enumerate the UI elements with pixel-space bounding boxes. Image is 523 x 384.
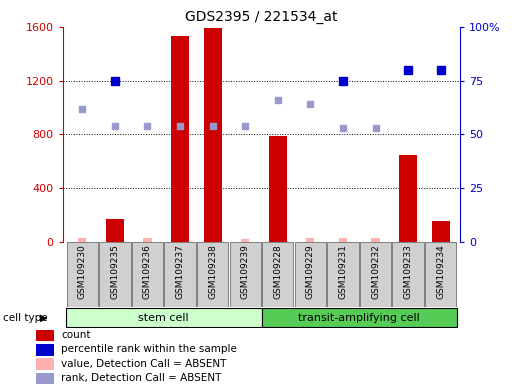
Text: value, Detection Call = ABSENT: value, Detection Call = ABSENT — [62, 359, 227, 369]
Bar — [143, 238, 152, 242]
Bar — [327, 242, 359, 307]
Text: percentile rank within the sample: percentile rank within the sample — [62, 344, 237, 354]
Bar — [431, 221, 450, 242]
Text: GSM109236: GSM109236 — [143, 245, 152, 300]
Bar — [241, 239, 249, 242]
Bar — [399, 155, 417, 242]
Bar — [36, 329, 54, 341]
Bar — [339, 238, 347, 242]
Text: transit-amplifying cell: transit-amplifying cell — [298, 313, 420, 323]
Text: GSM109234: GSM109234 — [436, 245, 445, 299]
Text: count: count — [62, 329, 91, 339]
Title: GDS2395 / 221534_at: GDS2395 / 221534_at — [185, 10, 338, 25]
Bar — [66, 242, 98, 307]
Text: GSM109239: GSM109239 — [241, 245, 249, 300]
Bar — [78, 238, 86, 242]
Bar — [197, 242, 228, 307]
Bar — [66, 308, 262, 327]
Bar — [425, 242, 457, 307]
Bar — [392, 242, 424, 307]
Text: GSM109230: GSM109230 — [78, 245, 87, 300]
Bar — [36, 358, 54, 370]
Bar — [203, 28, 222, 242]
Bar — [106, 219, 124, 242]
Bar — [164, 242, 196, 307]
Bar — [262, 308, 457, 327]
Text: GSM109232: GSM109232 — [371, 245, 380, 299]
Bar — [99, 242, 131, 307]
Text: GSM109235: GSM109235 — [110, 245, 119, 300]
Text: GSM109237: GSM109237 — [176, 245, 185, 300]
Bar — [171, 36, 189, 242]
Text: cell type: cell type — [3, 313, 47, 323]
Text: GSM109231: GSM109231 — [338, 245, 347, 300]
Bar — [36, 344, 54, 356]
Bar — [306, 238, 314, 242]
Bar — [262, 242, 293, 307]
Bar — [132, 242, 163, 307]
Text: stem cell: stem cell — [139, 313, 189, 323]
Bar — [269, 136, 287, 242]
Text: ▶: ▶ — [40, 313, 47, 323]
Text: GSM109233: GSM109233 — [404, 245, 413, 300]
Bar — [360, 242, 391, 307]
Text: rank, Detection Call = ABSENT: rank, Detection Call = ABSENT — [62, 373, 222, 383]
Bar — [371, 238, 380, 242]
Bar — [295, 242, 326, 307]
Text: GSM109228: GSM109228 — [274, 245, 282, 299]
Bar — [230, 242, 261, 307]
Text: GSM109238: GSM109238 — [208, 245, 217, 300]
Bar — [36, 373, 54, 384]
Text: GSM109229: GSM109229 — [306, 245, 315, 299]
